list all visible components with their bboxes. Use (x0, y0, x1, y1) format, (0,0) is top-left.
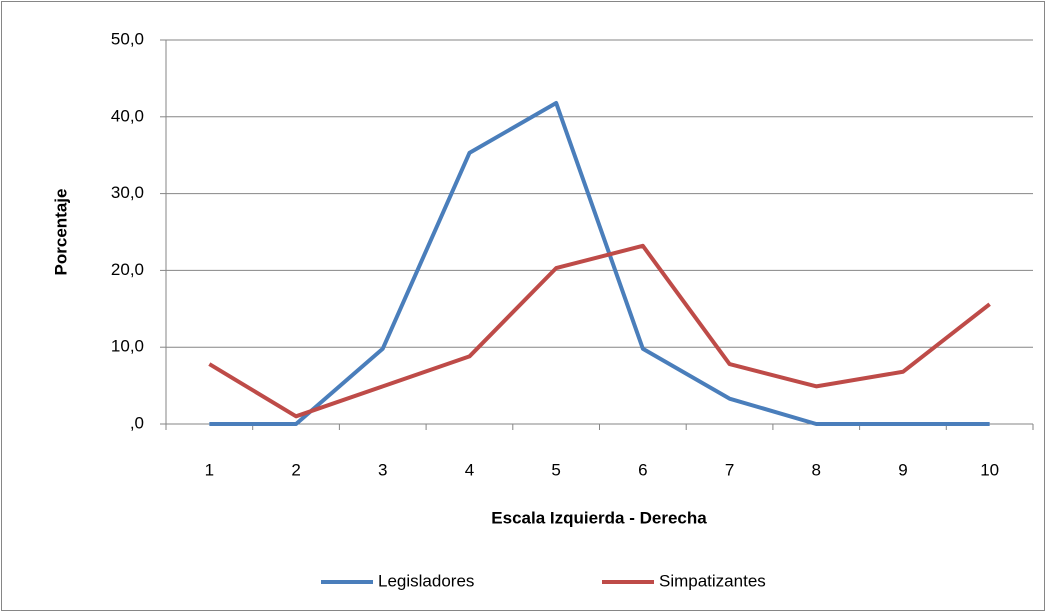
x-tick-label: 4 (465, 460, 474, 479)
y-tick-label: 40,0 (111, 106, 144, 125)
x-tick-label: 8 (812, 460, 821, 479)
x-tick-label: 6 (638, 460, 647, 479)
x-tick-label: 2 (291, 460, 300, 479)
y-tick-label: ,0 (130, 413, 144, 432)
legend-label: Legisladores (378, 571, 474, 590)
x-tick-label: 10 (980, 460, 999, 479)
x-tick-label: 7 (725, 460, 734, 479)
y-tick-label: 50,0 (111, 29, 144, 48)
x-tick-label: 3 (378, 460, 387, 479)
series-line (209, 100, 990, 426)
legend-label: Simpatizantes (659, 571, 766, 590)
x-tick-label: 9 (898, 460, 907, 479)
y-axis-label: Porcentaje (51, 189, 70, 276)
x-axis-label: Escala Izquierda - Derecha (491, 508, 707, 527)
y-tick-label: 10,0 (111, 337, 144, 356)
y-tick-label: 20,0 (111, 260, 144, 279)
x-tick-label: 5 (551, 460, 560, 479)
x-tick-label: 1 (205, 460, 214, 479)
y-tick-label: 30,0 (111, 183, 144, 202)
series-line (208, 243, 991, 419)
